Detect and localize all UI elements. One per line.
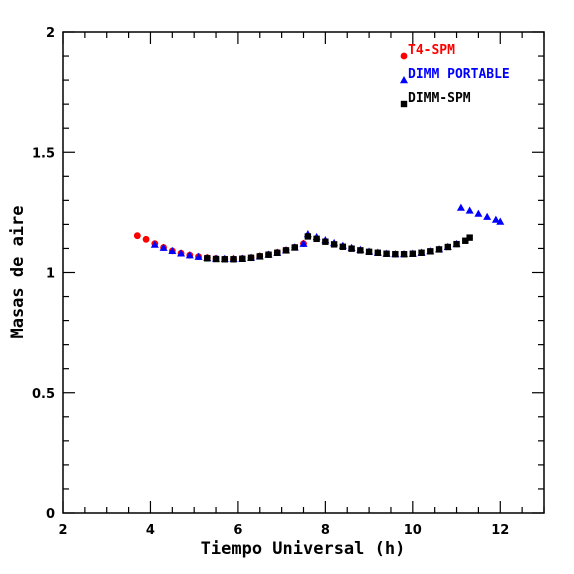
legend-marker — [400, 52, 408, 60]
axis-ticks — [62, 31, 545, 514]
data-point — [474, 209, 483, 217]
data-point — [194, 252, 203, 260]
legend-label: DIMM PORTABLE — [408, 67, 510, 82]
data-point — [274, 249, 281, 256]
series-dimm-spm — [204, 233, 473, 263]
x-tick-label: 4 — [146, 523, 155, 538]
x-tick-label: 8 — [321, 523, 330, 538]
data-point — [465, 206, 474, 214]
data-point — [221, 256, 228, 263]
data-point — [322, 238, 329, 245]
data-point — [212, 255, 220, 263]
data-point — [142, 235, 150, 243]
data-point — [418, 249, 425, 256]
legend: T4-SPM DIMM PORTABLE DIMM-SPM — [400, 43, 510, 108]
data-point — [299, 239, 308, 247]
data-point — [383, 250, 390, 257]
data-point — [427, 248, 434, 255]
series-dimm-portable — [150, 203, 505, 262]
data-point — [282, 247, 290, 254]
data-point — [150, 240, 159, 248]
legend-label: DIMM-SPM — [408, 91, 471, 106]
data-point — [168, 246, 177, 255]
data-point — [204, 255, 211, 262]
data-point — [185, 251, 194, 259]
data-point — [374, 249, 382, 256]
data-point — [491, 215, 500, 223]
y-axis-title: Masas de aire — [8, 205, 28, 338]
data-point — [483, 212, 492, 220]
data-point — [291, 244, 298, 251]
data-point — [330, 241, 338, 248]
x-tick-label: 2 — [58, 523, 67, 538]
x-axis-title: Tiempo Universal (h) — [201, 539, 406, 559]
x-tick-label: 10 — [404, 523, 422, 538]
data-point — [444, 243, 451, 251]
data-point — [265, 251, 272, 258]
plot-frame — [62, 31, 545, 514]
data-point — [409, 250, 417, 257]
y-tick-label: 0.5 — [32, 387, 55, 402]
data-point — [453, 240, 460, 248]
data-series — [133, 203, 505, 263]
data-point — [159, 243, 168, 251]
legend-marker — [400, 100, 408, 108]
data-point — [400, 251, 408, 258]
data-point — [177, 249, 186, 257]
data-point — [435, 246, 443, 253]
data-point — [256, 253, 263, 260]
data-point — [348, 245, 355, 252]
data-point — [313, 235, 320, 243]
y-tick-label: 1.5 — [32, 146, 55, 161]
x-tick-label: 6 — [233, 523, 242, 538]
data-point — [496, 217, 505, 225]
series-t4-spm — [133, 232, 307, 263]
y-tick-label: 2 — [46, 26, 55, 41]
legend-label: T4-SPM — [408, 43, 455, 58]
data-point — [247, 254, 255, 262]
data-point — [456, 203, 465, 211]
data-point — [357, 247, 364, 254]
x-tick-label: 12 — [491, 523, 509, 538]
data-point — [392, 251, 399, 258]
data-point — [133, 232, 141, 240]
legend-marker — [400, 76, 408, 84]
data-point — [339, 243, 347, 250]
axis-tick-labels: 2 4 6 8 10 12 0 0.5 1 1.5 2 — [32, 26, 509, 538]
data-point — [462, 237, 469, 244]
data-point — [365, 248, 373, 256]
y-tick-label: 1 — [46, 267, 55, 282]
data-point — [304, 233, 312, 240]
data-point — [239, 255, 246, 262]
data-point — [230, 256, 237, 263]
data-point — [466, 234, 473, 241]
y-tick-label: 0 — [46, 507, 55, 522]
